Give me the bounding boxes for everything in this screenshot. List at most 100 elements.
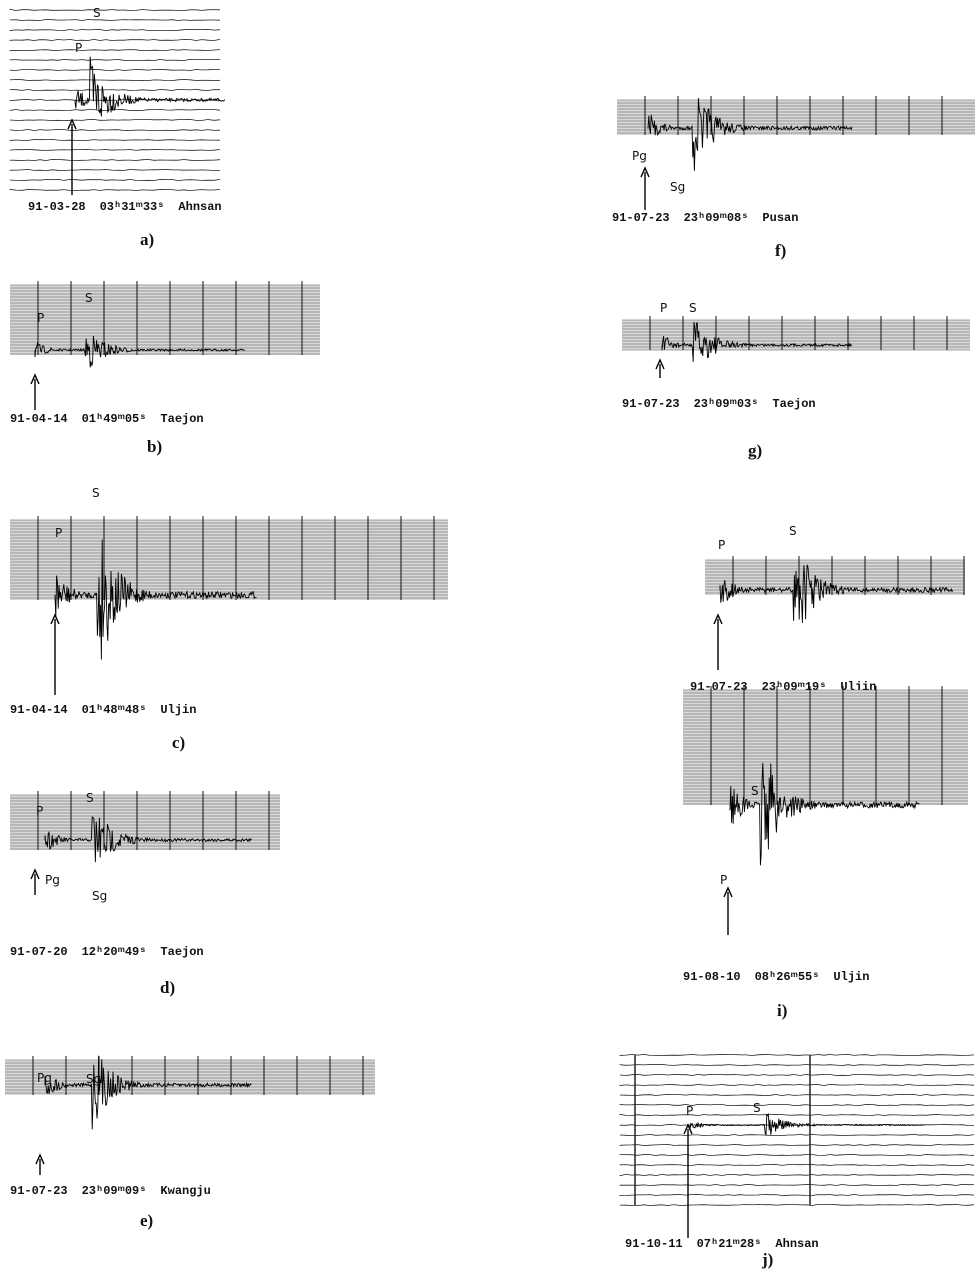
caption-date: 91-07-23	[612, 211, 670, 225]
panel-label: i)	[777, 1001, 787, 1020]
trace-line	[619, 1193, 975, 1197]
caption: 91-07-20 12ʰ20ᵐ49ˢ Taejon	[10, 945, 204, 959]
trace-line	[9, 168, 220, 172]
phase-label: P	[37, 311, 44, 325]
phase-label: P	[75, 41, 82, 55]
seismic-trace	[74, 56, 225, 117]
record-band	[10, 285, 320, 355]
panel-label: g)	[748, 441, 762, 460]
panel-label: a)	[140, 230, 154, 249]
trace-line	[9, 138, 221, 141]
phase-label: S	[751, 784, 759, 798]
arrow-head	[723, 886, 733, 898]
trace-line	[9, 69, 220, 72]
seismic-trace	[54, 539, 257, 660]
arrow-head	[655, 358, 665, 370]
seismic-trace	[34, 335, 245, 368]
seismic-trace	[661, 321, 852, 362]
caption-time: 12ʰ20ᵐ49ˢ	[82, 945, 147, 959]
seismic-trace	[719, 564, 954, 624]
arrow-head	[713, 613, 723, 625]
phase-label: Sg	[86, 1072, 101, 1086]
seismogram-panel: S P 91-04-14 01ʰ48ᵐ48ˢ Uljin c)	[10, 486, 448, 752]
panel-label: b)	[147, 437, 162, 456]
seismic-trace	[647, 97, 853, 171]
arrow-head	[30, 373, 40, 385]
seismogram-panel: P S Pg Sg 91-07-20 12ʰ20ᵐ49ˢ Taejon d)	[10, 791, 280, 997]
record-band	[10, 795, 280, 850]
trace-line	[619, 1063, 975, 1067]
caption: 91-07-23 23ʰ09ᵐ09ˢ Kwangju	[10, 1184, 211, 1198]
caption-time: 07ʰ21ᵐ28ˢ	[697, 1237, 762, 1251]
phase-label: P	[55, 526, 62, 540]
phase-label: P	[718, 538, 725, 552]
trace-line	[9, 189, 221, 192]
trace-line	[619, 1143, 975, 1147]
phase-label: S	[689, 301, 697, 315]
panel-label: j)	[761, 1250, 773, 1269]
trace-line	[619, 1053, 975, 1057]
trace-line	[9, 19, 221, 21]
caption-station: Uljin	[160, 703, 196, 717]
caption-station: Uljin	[833, 970, 869, 984]
seismic-trace	[44, 816, 252, 863]
phase-label: Sg	[92, 889, 107, 903]
caption-station: Taejon	[160, 412, 203, 426]
trace-line	[9, 28, 221, 32]
seismic-trace	[44, 1055, 252, 1130]
record-band	[683, 690, 968, 805]
phase-label: Pg	[45, 873, 60, 887]
caption-date: 91-04-14	[10, 703, 68, 717]
caption-date: 91-07-23	[622, 397, 680, 411]
seismogram-panel: P S 91-07-23 23ʰ09ᵐ03ˢ Taejon g)	[622, 301, 970, 460]
caption: 91-08-10 08ʰ26ᵐ55ˢ Uljin	[683, 970, 869, 984]
panel-label: f)	[775, 241, 786, 260]
phase-label: P	[36, 804, 43, 818]
arrow-head	[50, 613, 60, 625]
caption-date: 91-08-10	[683, 970, 741, 984]
panel-label: c)	[172, 733, 185, 752]
caption: 91-10-11 07ʰ21ᵐ28ˢ Ahnsan	[625, 1237, 819, 1251]
seismic-trace	[689, 1112, 925, 1137]
trace-line	[619, 1103, 975, 1107]
caption-time: 23ʰ09ᵐ09ˢ	[82, 1184, 147, 1198]
arrow-head	[683, 1123, 693, 1135]
phase-label: P	[660, 301, 667, 315]
seismogram-panel: S P 91-08-10 08ʰ26ᵐ55ˢ Uljin i)	[683, 686, 968, 1020]
caption-time: 03ʰ31ᵐ33ˢ	[100, 200, 165, 214]
phase-label: S	[85, 291, 93, 305]
caption-date: 91-04-14	[10, 412, 68, 426]
phase-label: Pg	[37, 1071, 52, 1085]
trace-line	[619, 1093, 975, 1097]
arrow-head	[67, 118, 77, 130]
caption-station: Kwangju	[160, 1184, 210, 1198]
trace-line	[9, 178, 221, 182]
trace-line	[9, 118, 221, 122]
phase-label: Sg	[670, 180, 685, 194]
caption-time: 23ʰ09ᵐ08ˢ	[684, 211, 749, 225]
trace-line	[619, 1203, 975, 1207]
trace-line	[9, 88, 221, 91]
phase-label: S	[93, 6, 101, 20]
trace-line	[619, 1173, 975, 1177]
seismic-trace	[729, 762, 920, 866]
seismogram-panel: Pg Sg 91-07-23 23ʰ09ᵐ08ˢ Pusan f)	[612, 96, 975, 260]
phase-label: S	[92, 486, 100, 500]
caption-time: 08ʰ26ᵐ55ˢ	[755, 970, 820, 984]
trace-line	[9, 58, 221, 62]
panel-label: d)	[160, 978, 175, 997]
trace-line	[619, 1153, 975, 1157]
trace-line	[9, 128, 221, 132]
seismogram-panel: Pg Sg 91-07-23 23ʰ09ᵐ09ˢ Kwangju e)	[5, 1055, 375, 1230]
caption: 91-04-14 01ʰ48ᵐ48ˢ Uljin	[10, 703, 196, 717]
caption-time: 23ʰ09ᵐ03ˢ	[694, 397, 759, 411]
phase-label: P	[720, 873, 727, 887]
caption-date: 91-10-11	[625, 1237, 683, 1251]
phase-label: P	[686, 1104, 693, 1118]
trace-line	[9, 49, 221, 52]
trace-line	[619, 1073, 975, 1077]
caption-station: Taejon	[160, 945, 203, 959]
